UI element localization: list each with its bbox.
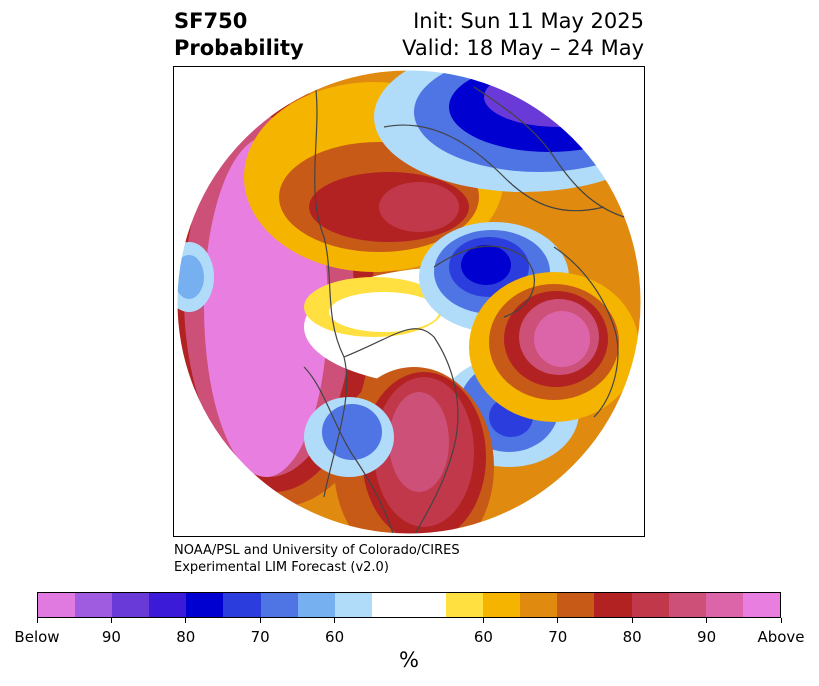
coastlines bbox=[303, 76, 625, 534]
colorbar-unit: % bbox=[399, 648, 419, 672]
variable-title: SF750 bbox=[174, 9, 248, 33]
colorbar-swatch bbox=[594, 593, 632, 617]
colorbar-swatch bbox=[334, 593, 372, 617]
colorbar-tick-mark bbox=[631, 618, 633, 623]
credit-line-2: Experimental LIM Forecast (v2.0) bbox=[174, 560, 389, 575]
colorbar-tick-mark bbox=[482, 618, 484, 623]
colorbar-tick-label: 60 bbox=[325, 628, 345, 646]
colorbar-swatch bbox=[408, 593, 447, 617]
colorbar-swatch bbox=[520, 593, 558, 617]
colorbar bbox=[37, 592, 781, 618]
colorbar-tick-mark bbox=[185, 618, 187, 623]
colorbar-swatch bbox=[631, 593, 669, 617]
forecast-map-svg bbox=[176, 69, 642, 535]
colorbar-swatch bbox=[260, 593, 298, 617]
init-date: Init: Sun 11 May 2025 bbox=[413, 9, 644, 33]
colorbar-tick-label: 90 bbox=[101, 628, 121, 646]
colorbar-tick-label: 70 bbox=[548, 628, 568, 646]
date-block: Init: Sun 11 May 2025 Valid: 18 May – 24… bbox=[402, 8, 644, 62]
colorbar-swatch bbox=[297, 593, 335, 617]
colorbar-swatch bbox=[446, 593, 484, 617]
colorbar-swatch bbox=[112, 593, 150, 617]
colorbar-tick-mark bbox=[110, 618, 112, 623]
colorbar-tick-mark bbox=[780, 618, 782, 623]
colorbar-tick-mark bbox=[334, 618, 336, 623]
colorbar-swatch bbox=[223, 593, 261, 617]
colorbar-swatch bbox=[483, 593, 521, 617]
colorbar-tick-mark bbox=[557, 618, 559, 623]
colorbar-tick-label: 60 bbox=[473, 628, 493, 646]
forecast-map bbox=[173, 66, 645, 537]
credit-text: NOAA/PSL and University of Colorado/CIRE… bbox=[174, 542, 460, 576]
colorbar-tick-label: 90 bbox=[697, 628, 717, 646]
colorbar-swatch bbox=[75, 593, 113, 617]
colorbar-tick-mark bbox=[259, 618, 261, 623]
colorbar-swatch bbox=[149, 593, 187, 617]
colorbar-tick-label: 70 bbox=[250, 628, 270, 646]
valid-range: Valid: 18 May – 24 May bbox=[402, 36, 644, 60]
colorbar-swatch bbox=[557, 593, 595, 617]
colorbar-tick-mark bbox=[36, 618, 38, 623]
colorbar-tick-label: 80 bbox=[176, 628, 196, 646]
colorbar-swatch bbox=[371, 593, 409, 617]
map-title-block: SF750 Probability bbox=[174, 8, 304, 62]
colorbar-tick-label: 80 bbox=[622, 628, 642, 646]
probability-title: Probability bbox=[174, 36, 304, 60]
colorbar-swatch bbox=[742, 593, 780, 617]
credit-line-1: NOAA/PSL and University of Colorado/CIRE… bbox=[174, 543, 460, 558]
colorbar-tick-label: Above bbox=[757, 628, 805, 646]
colorbar-swatch bbox=[668, 593, 706, 617]
colorbar-tick-mark bbox=[706, 618, 708, 623]
colorbar-swatch bbox=[38, 593, 76, 617]
colorbar-swatch bbox=[186, 593, 224, 617]
colorbar-swatch bbox=[705, 593, 743, 617]
colorbar-tick-label: Below bbox=[14, 628, 60, 646]
